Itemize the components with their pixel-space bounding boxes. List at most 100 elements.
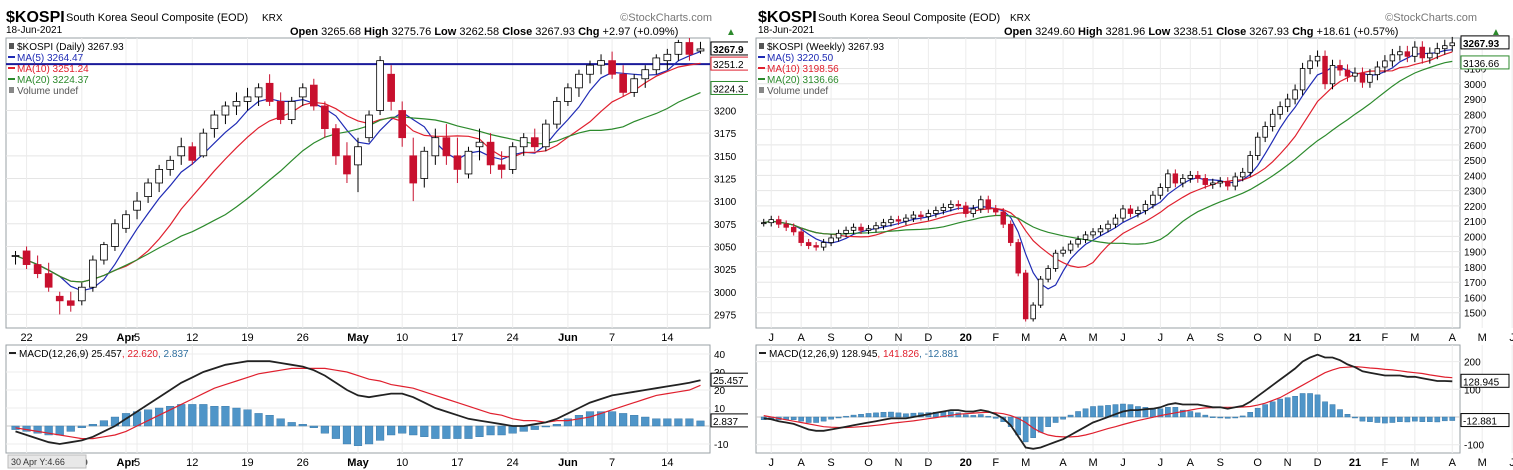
macd-histogram-bar (55, 425, 64, 436)
macd-x-tick-label: M (1410, 457, 1419, 469)
macd-histogram-bar (563, 418, 572, 427)
macd-histogram-bar (1412, 416, 1418, 422)
price-value-label: 3224.3 (713, 84, 744, 95)
candle (586, 64, 594, 75)
candle (1337, 65, 1343, 71)
macd-panel (755, 344, 1461, 454)
candle (387, 73, 395, 102)
macd-x-tick-label: S (1217, 457, 1224, 469)
candle (1187, 174, 1194, 179)
macd-x-tick-label: N (894, 457, 902, 469)
candle (1120, 208, 1126, 219)
ohlc-chg-label: Chg (1289, 26, 1313, 38)
x-tick-label: 22 (20, 332, 32, 344)
ohlc-close: 3267.93 (1246, 26, 1289, 38)
price-tick-label: 2800 (1464, 110, 1487, 121)
x-tick-label: M (1478, 332, 1487, 344)
candle (674, 42, 683, 55)
candle (1397, 51, 1403, 56)
candle (298, 87, 307, 98)
candle (497, 164, 506, 170)
macd-histogram-bar (1045, 416, 1051, 427)
price-tick-label: 3200 (714, 107, 737, 118)
macd-legend: MACD(12,26,9) 25.457, 22.620, 2.837 (19, 349, 189, 360)
macd-histogram-bar (1322, 401, 1328, 418)
macd-histogram-bar (630, 415, 639, 427)
ohlc-chg: +2.97 (+0.09%) (599, 26, 678, 38)
macd-x-tick-label: M (1021, 457, 1030, 469)
price-tick-label: 3150 (714, 152, 737, 163)
candle (663, 53, 672, 62)
candle (955, 203, 962, 207)
macd-x-tick-label: 7 (609, 457, 615, 469)
x-tick-label: A (797, 332, 805, 344)
macd-histogram-bar (1277, 398, 1283, 418)
candle (783, 223, 789, 228)
macd-histogram-bar (287, 422, 296, 427)
candle (442, 137, 451, 157)
macd-histogram-bar (1090, 406, 1096, 418)
candle (321, 105, 329, 130)
macd-histogram-bar (1165, 407, 1171, 418)
candle (519, 137, 528, 148)
macd-x-tick-label: 10 (396, 457, 408, 469)
candle (409, 155, 418, 184)
macd-histogram-bar (962, 414, 969, 418)
price-value-box (1460, 55, 1510, 70)
macd-histogram-bar (1082, 408, 1089, 418)
macd-value-label: 2.837 (713, 417, 738, 428)
candle (925, 213, 932, 217)
price-tick-label: 1900 (1464, 248, 1487, 259)
macd-histogram-bar (903, 413, 909, 418)
macd-line (15, 360, 701, 445)
price-value-box (710, 80, 748, 95)
candle (1022, 272, 1029, 320)
price-tick-label: 2975 (714, 310, 737, 321)
candle (133, 200, 141, 211)
macd-x-tick-label: J (1120, 457, 1126, 469)
macd-histogram-bar (663, 418, 672, 427)
macd-tick-label: 20 (714, 386, 726, 397)
ohlc-low: 3238.51 (1170, 26, 1213, 38)
candle (486, 141, 495, 166)
legend-entry: MA(20) 3224.37 (17, 75, 89, 86)
macd-histogram-bar (1344, 414, 1351, 418)
candle (843, 229, 849, 234)
candle (166, 159, 175, 170)
candle (1329, 65, 1336, 85)
macd-x-tick-label: O (864, 457, 873, 469)
macd-x-tick-label: J (1158, 457, 1164, 469)
x-tick-label: D (1314, 332, 1322, 344)
candle (199, 132, 208, 157)
x-tick-label: A (1059, 332, 1067, 344)
macd-histogram-bar (798, 416, 804, 422)
candle (276, 101, 285, 120)
macd-histogram-bar (696, 420, 705, 427)
candle (66, 300, 75, 306)
candle (1352, 72, 1358, 77)
x-tick-label: A (1449, 332, 1457, 344)
candle (365, 114, 373, 139)
candle (1232, 176, 1238, 187)
candle (221, 105, 230, 116)
candle (1427, 52, 1433, 59)
ticker-title: $KOSPI (758, 9, 817, 26)
candle (1247, 155, 1253, 173)
x-tick-label: A (1187, 332, 1195, 344)
price-value-label: 3136.66 (1463, 59, 1500, 70)
candle (376, 60, 384, 111)
macd-x-tick-label: 17 (451, 457, 463, 469)
chg-up-arrow: ▲ (726, 27, 736, 38)
legend-symbol (9, 87, 14, 93)
macd-histogram-bar (309, 425, 318, 428)
candle (210, 114, 219, 130)
candle (608, 60, 616, 75)
ohlc-low-label: Low (1145, 26, 1170, 38)
macd-histogram-bar (1426, 416, 1433, 422)
candle (1045, 268, 1051, 280)
x-tick-label: J (768, 332, 774, 344)
macd-signal-line (15, 367, 701, 440)
ohlc-low-label: Low (431, 26, 456, 38)
macd-histogram-bar (596, 411, 606, 427)
candle (287, 101, 296, 120)
